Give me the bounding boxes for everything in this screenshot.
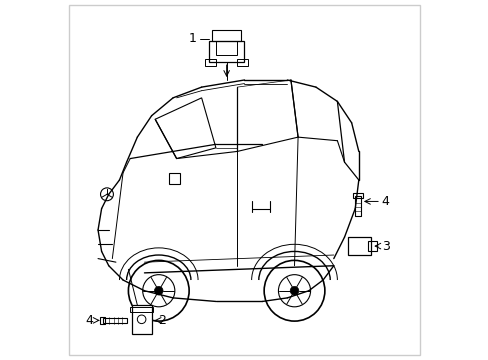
Bar [354, 196, 360, 216]
Text: 2: 2 [158, 314, 166, 327]
Circle shape [154, 287, 163, 295]
Bar [367, 241, 376, 251]
Text: 1: 1 [188, 32, 196, 45]
Bar [237, 59, 247, 66]
Bar [130, 307, 153, 312]
Circle shape [290, 287, 298, 295]
Bar [353, 193, 362, 198]
Text: 3: 3 [381, 240, 389, 253]
Bar [103, 318, 126, 323]
Bar [208, 41, 244, 62]
Bar [100, 317, 105, 324]
Bar [132, 305, 151, 334]
Bar [205, 59, 216, 66]
Bar [347, 237, 370, 255]
Bar [216, 41, 237, 55]
Text: 4: 4 [381, 195, 389, 208]
Text: 4: 4 [85, 314, 93, 327]
Bar [212, 30, 241, 41]
